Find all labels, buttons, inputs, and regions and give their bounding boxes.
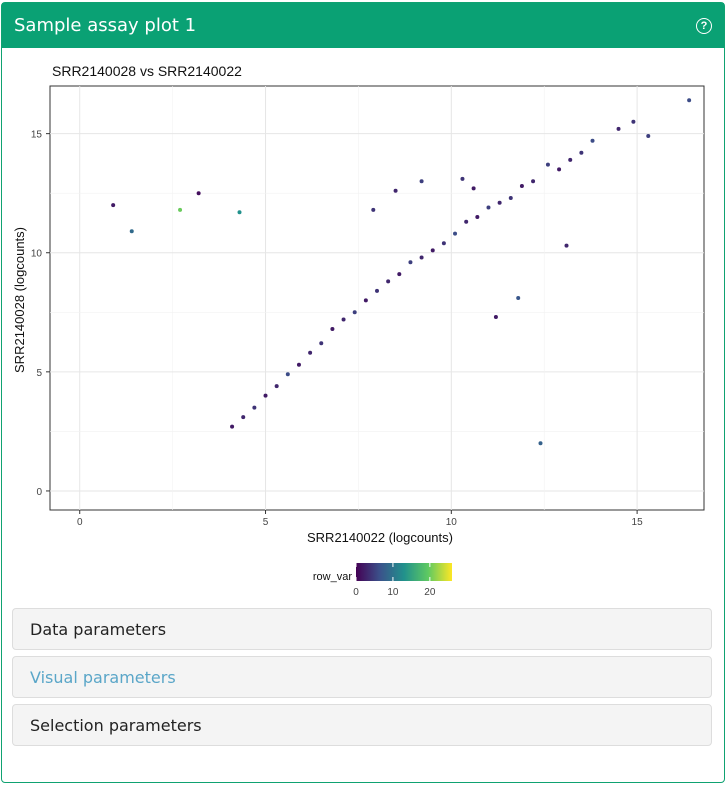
data-point [646, 134, 651, 139]
data-point [319, 341, 324, 346]
y-axis-label: SRR2140028 (logcounts) [12, 227, 27, 373]
x-axis-label: SRR2140022 (logcounts) [307, 530, 453, 545]
y-tick-label: 0 [36, 487, 42, 498]
data-point [196, 191, 201, 196]
y-tick-label: 10 [31, 249, 43, 260]
data-point [352, 310, 357, 315]
legend-tick-label: 0 [353, 587, 359, 598]
panel-header: Sample assay plot 1 ? [2, 3, 724, 48]
data-parameters-accordion[interactable]: Data parameters [12, 608, 712, 650]
y-tick-label: 15 [31, 130, 43, 141]
data-point [497, 200, 502, 205]
plot-frame [49, 85, 705, 511]
data-point [129, 229, 134, 234]
chart-title: SRR2140028 vs SRR2140022 [52, 63, 242, 79]
data-point [568, 157, 573, 162]
x-tick-label: 15 [632, 517, 644, 528]
data-point [516, 296, 521, 300]
axes: 0 5 10 15 0 5 10 15 [31, 130, 643, 528]
data-point [590, 138, 595, 143]
data-point [241, 415, 246, 420]
data-point [419, 255, 424, 260]
data-point [471, 186, 476, 191]
selection-parameters-accordion[interactable]: Selection parameters [12, 704, 712, 746]
data-parameters-label: Data parameters [30, 619, 167, 639]
data-point [493, 315, 498, 320]
data-point [486, 205, 491, 210]
y-tick-label: 5 [36, 368, 42, 379]
data-point [341, 317, 346, 322]
data-point [230, 424, 235, 429]
selection-parameters-label: Selection parameters [30, 715, 202, 735]
data-point [274, 384, 279, 389]
data-point [408, 260, 413, 265]
data-point [453, 231, 458, 236]
legend-tick-label: 20 [424, 587, 436, 598]
data-point [285, 372, 290, 377]
data-point [263, 393, 268, 398]
legend: row_var 0 10 20 [313, 563, 452, 598]
data-point [538, 441, 543, 446]
data-point [616, 126, 621, 131]
data-point [252, 405, 257, 410]
data-point [330, 326, 335, 331]
data-point [397, 272, 402, 277]
data-point [371, 207, 376, 212]
data-point [430, 248, 435, 253]
data-point [531, 179, 536, 184]
legend-tick-label: 10 [387, 587, 399, 598]
panel-title: Sample assay plot 1 [14, 15, 197, 36]
x-tick-label: 0 [77, 517, 83, 528]
data-point [687, 98, 692, 103]
data-point [564, 243, 569, 248]
visual-parameters-label: Visual parameters [30, 667, 176, 687]
data-point [178, 207, 183, 212]
data-point [375, 288, 379, 293]
visual-parameters-accordion[interactable]: Visual parameters [12, 656, 712, 698]
grid [50, 86, 704, 510]
x-tick-label: 10 [446, 517, 458, 528]
data-point [460, 176, 465, 181]
data-point [363, 298, 368, 303]
data-point [386, 279, 391, 284]
plot-area[interactable]: SRR2140028 vs SRR2140022 0 5 10 15 0 5 10 15 SR… [10, 52, 710, 602]
data-point [519, 184, 524, 189]
question-circle-icon[interactable]: ? [696, 17, 712, 34]
data-point [419, 179, 424, 184]
data-point [579, 150, 584, 155]
data-point [296, 362, 301, 367]
data-point [111, 203, 116, 208]
x-tick-label: 5 [263, 517, 269, 528]
scatter-plot[interactable]: SRR2140028 vs SRR2140022 0 5 10 15 0 5 10 15 SR… [10, 52, 710, 602]
data-point [475, 215, 480, 220]
points-layer [111, 98, 692, 446]
legend-title: row_var [313, 571, 352, 583]
data-point [308, 350, 313, 355]
legend-colorbar [356, 563, 452, 581]
data-point [393, 188, 398, 193]
data-point [545, 162, 550, 167]
data-point [441, 241, 446, 246]
data-point [557, 167, 562, 172]
data-point [237, 210, 242, 215]
data-point [464, 219, 469, 224]
data-point [508, 195, 513, 200]
data-point [631, 119, 636, 124]
